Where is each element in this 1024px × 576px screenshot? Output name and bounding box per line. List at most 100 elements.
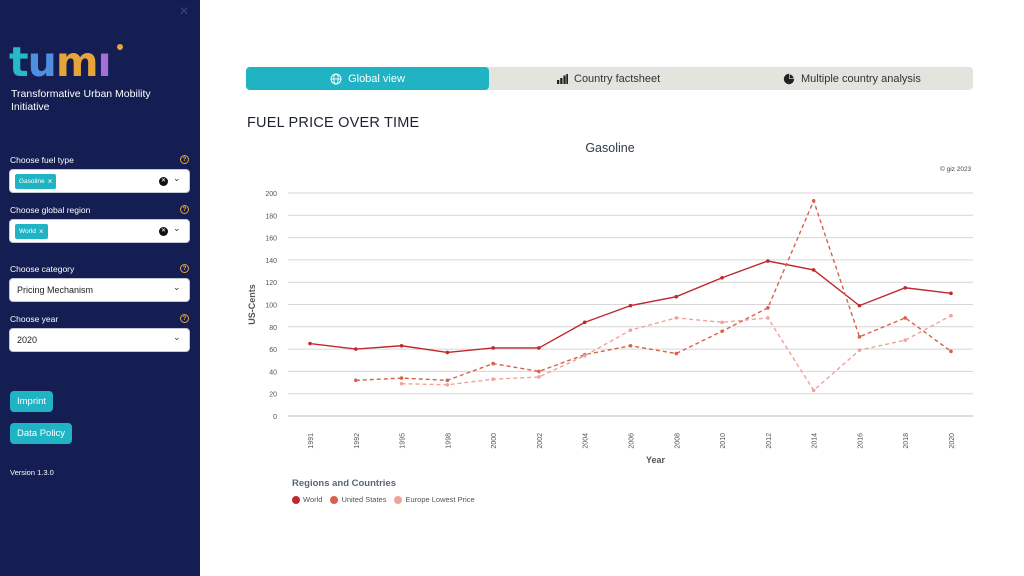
legend-label: World (303, 495, 323, 504)
data-point (903, 285, 908, 290)
region-select[interactable]: World × ✕ ⌄ (9, 219, 190, 243)
chevron-down-icon[interactable]: ⌄ (173, 223, 181, 233)
chip-remove-icon[interactable]: × (47, 177, 53, 186)
data-point (857, 303, 862, 308)
legend-label: Europe Lowest Price (405, 495, 475, 504)
data-point (949, 349, 953, 354)
region-chip-label: World (19, 228, 36, 235)
chevron-down-icon[interactable]: ⌄ (173, 282, 181, 292)
y-tick-label: 80 (269, 325, 277, 332)
region-label: Choose global region (10, 205, 91, 215)
chevron-down-icon[interactable]: ⌄ (173, 173, 181, 183)
tab-country-factsheet[interactable]: Country factsheet (557, 67, 660, 90)
year-select[interactable]: 2020 ⌄ (9, 328, 190, 352)
data-point (674, 316, 679, 320)
chevron-down-icon[interactable]: ⌄ (173, 332, 181, 342)
sidebar-close-icon[interactable]: ✕ (179, 4, 190, 18)
clear-icon[interactable]: ✕ (159, 177, 168, 186)
data-point (308, 341, 312, 346)
tab-multiple-country-analysis[interactable]: Multiple country analysis (783, 67, 921, 90)
data-point (720, 329, 724, 334)
globe-icon (330, 73, 342, 84)
data-point (720, 275, 724, 280)
legend-dot-icon (292, 495, 300, 504)
y-tick-label: 40 (269, 369, 277, 376)
year-help-icon[interactable]: ? (180, 314, 189, 323)
data-point (903, 338, 908, 342)
data-point (445, 378, 450, 383)
data-point (903, 316, 908, 320)
data-point (674, 351, 679, 356)
view-tabs: Global view Country factsheet Multiple c… (246, 67, 973, 90)
x-tick-label: 2000 (491, 433, 498, 449)
data-point (949, 291, 953, 296)
category-value: Pricing Mechanism (17, 285, 94, 295)
org-name: Transformative Urban Mobility Initiative (11, 88, 151, 113)
category-label: Choose category (10, 264, 75, 274)
legend-title: Regions and Countries (292, 478, 396, 489)
data-point (811, 388, 816, 393)
data-point (399, 376, 404, 380)
data-policy-button[interactable]: Data Policy (10, 423, 73, 444)
data-point (628, 328, 633, 332)
tab-global-view[interactable]: Global view (246, 67, 489, 90)
data-point (857, 348, 862, 353)
category-help-icon[interactable]: ? (180, 264, 189, 273)
data-point (766, 316, 770, 320)
x-tick-label: 1991 (308, 433, 315, 449)
chart-title: Gasoline (585, 141, 635, 155)
data-point (399, 343, 404, 348)
data-point (353, 347, 358, 351)
imprint-button[interactable]: Imprint (10, 391, 54, 412)
bar-chart-icon (557, 73, 568, 84)
legend-dot-icon (330, 495, 339, 504)
y-tick-label: 120 (265, 280, 277, 287)
legend-item[interactable]: World (292, 495, 322, 504)
page-title: FUEL PRICE OVER TIME (247, 115, 420, 131)
data-point (399, 381, 404, 386)
data-point (628, 343, 633, 348)
y-tick-label: 0 (273, 414, 277, 421)
copyright-label: © giz 2023 (940, 166, 972, 173)
y-tick-label: 200 (265, 191, 277, 198)
y-tick-label: 160 (265, 236, 277, 243)
data-point (445, 350, 450, 355)
x-axis-label: Year (646, 455, 666, 465)
legend-label: United States (341, 495, 387, 504)
region-help-icon[interactable]: ? (180, 205, 189, 214)
data-point (766, 306, 770, 310)
x-tick-label: 2016 (857, 433, 864, 449)
x-tick-label: 1995 (400, 433, 407, 449)
category-select[interactable]: Pricing Mechanism ⌄ (9, 278, 190, 302)
data-point (537, 369, 541, 374)
tab-country-factsheet-label: Country factsheet (574, 72, 661, 85)
data-point (491, 377, 495, 382)
data-point (582, 320, 587, 325)
year-label: Choose year (10, 314, 59, 324)
clear-icon[interactable]: ✕ (159, 227, 168, 236)
y-tick-label: 60 (269, 347, 277, 354)
data-point (537, 375, 541, 379)
fuel-type-select[interactable]: Gasoline × ✕ ⌄ (9, 169, 190, 193)
data-point (537, 346, 541, 350)
data-point (582, 353, 587, 358)
data-point (491, 346, 495, 350)
data-point (811, 199, 816, 203)
fuel-type-chip: Gasoline × (15, 174, 57, 189)
y-tick-label: 180 (265, 213, 277, 220)
chip-remove-icon[interactable]: × (38, 227, 44, 236)
y-tick-label: 140 (265, 258, 277, 265)
x-tick-label: 2012 (766, 433, 773, 449)
x-tick-label: 2010 (720, 433, 727, 449)
legend-item[interactable]: United States (330, 495, 386, 504)
x-tick-label: 1998 (445, 433, 452, 449)
fuel-type-label: Choose fuel type (10, 155, 74, 165)
y-tick-label: 100 (265, 303, 277, 310)
data-point (857, 335, 862, 339)
fuel-type-help-icon[interactable]: ? (180, 155, 189, 164)
legend-item[interactable]: Europe Lowest Price (394, 495, 475, 504)
data-point (628, 303, 633, 308)
series-line (355, 198, 952, 382)
data-point (766, 259, 770, 263)
